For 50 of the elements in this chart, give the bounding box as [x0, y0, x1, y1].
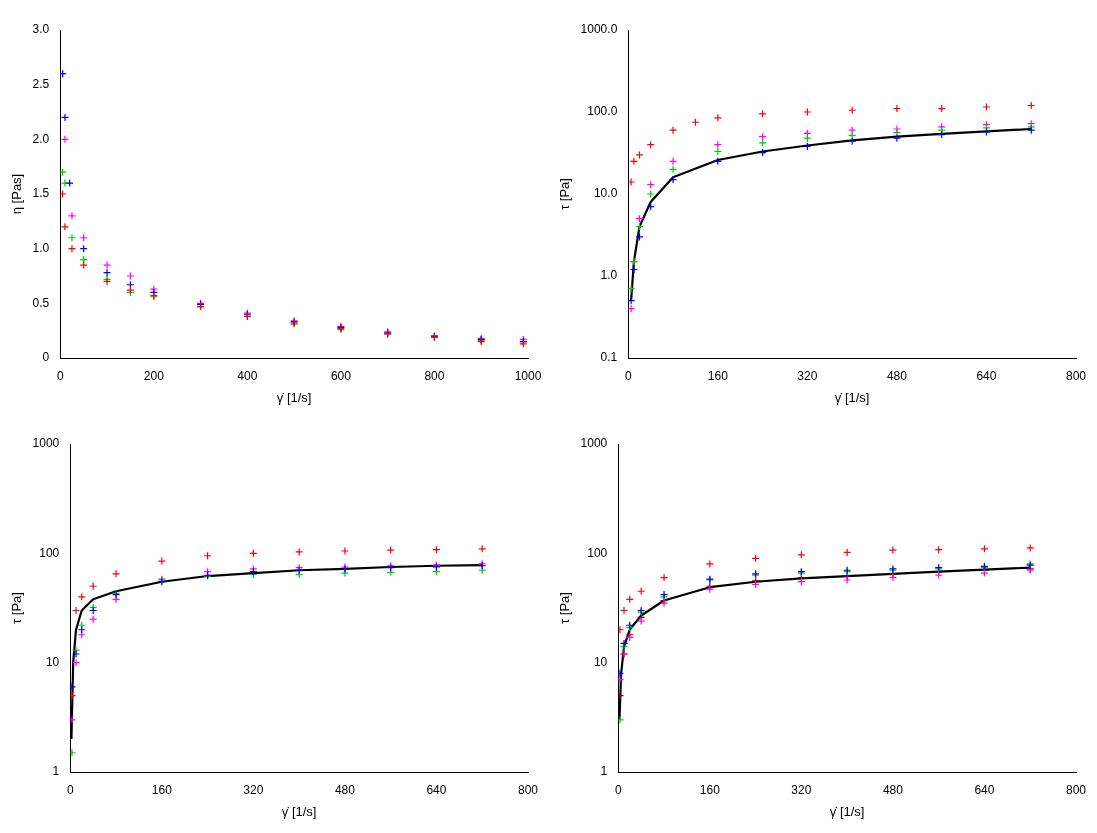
x-tick-label: 400 [237, 368, 258, 383]
y-tick-label: 0.5 [32, 295, 50, 310]
x-tick-label: 800 [1065, 368, 1087, 383]
y-tick-label: 1.0 [32, 240, 50, 255]
x-tick-label: 160 [699, 782, 721, 797]
y-tick-label: 10 [45, 654, 60, 669]
y-tick-label: 100 [39, 545, 60, 560]
x-tick-label: 320 [797, 368, 818, 383]
y-tick-label: 100 [587, 545, 608, 560]
x-tick-label: 200 [143, 368, 165, 383]
x-axis-title: γ̇ [1/s] [281, 803, 317, 819]
x-tick-label: 600 [330, 368, 352, 383]
x-tick-label: 0 [66, 782, 74, 797]
y-tick-label: 2.0 [32, 131, 50, 146]
y-tick-label: 1000.0 [580, 22, 618, 37]
y-tick-label: 0.1 [600, 350, 618, 365]
x-tick-label: 320 [243, 782, 264, 797]
y-axis-title: τ [Pa] [557, 592, 573, 624]
x-axis-title: γ̇ [1/s] [834, 389, 870, 405]
y-tick-label: 1 [52, 764, 60, 779]
x-tick-label: 480 [882, 782, 904, 797]
x-tick-label: 800 [424, 368, 445, 383]
x-tick-label: 480 [334, 782, 356, 797]
x-tick-label: 640 [976, 368, 997, 383]
y-tick-label: 10 [593, 654, 608, 669]
x-tick-label: 1000 [514, 368, 542, 383]
x-tick-label: 480 [886, 368, 908, 383]
x-tick-label: 800 [1065, 782, 1087, 797]
x-tick-label: 320 [791, 782, 812, 797]
y-tick-label: 2.5 [32, 76, 50, 91]
y-axis-title: τ [Pa] [557, 178, 573, 210]
y-tick-label: 1 [600, 764, 608, 779]
x-tick-label: 160 [707, 368, 729, 383]
y-tick-label: 1.5 [32, 186, 50, 201]
x-axis-title: γ̇ [1/s] [829, 803, 865, 819]
y-tick-label: 1000 [32, 436, 60, 451]
y-tick-label: 100.0 [587, 104, 618, 119]
y-tick-label: 0 [42, 350, 50, 365]
x-tick-label: 800 [517, 782, 539, 797]
y-tick-label: 10.0 [593, 186, 618, 201]
y-axis-title: τ [Pa] [9, 592, 25, 624]
x-tick-label: 0 [624, 368, 632, 383]
y-axis-title: η [Pas] [9, 173, 25, 215]
x-tick-label: 640 [426, 782, 447, 797]
y-tick-label: 1000 [580, 436, 608, 451]
y-tick-label: 3.0 [32, 22, 50, 37]
x-tick-label: 160 [151, 782, 173, 797]
y-tick-label: 1.0 [600, 268, 618, 283]
x-axis-title: γ̇ [1/s] [276, 389, 312, 405]
x-tick-label: 640 [974, 782, 995, 797]
